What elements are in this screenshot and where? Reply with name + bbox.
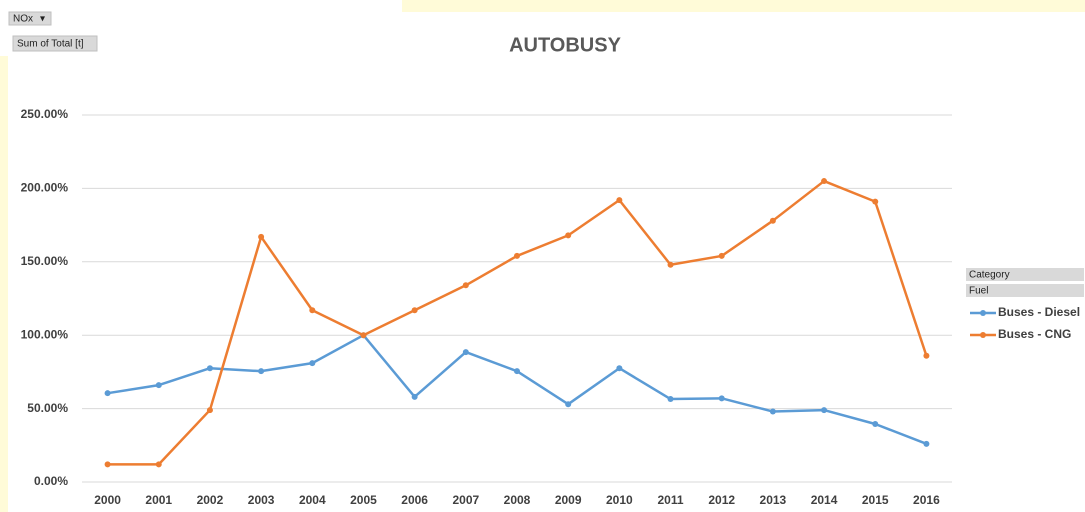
data-point: [667, 261, 674, 268]
data-point: [616, 197, 623, 204]
x-tick-label: 2002: [197, 493, 224, 507]
legend-marker: [980, 332, 986, 338]
data-point: [104, 461, 111, 468]
legend-field-button[interactable]: Fuel: [966, 284, 1084, 297]
sheet-cell-area: [0, 56, 8, 512]
legend-label: Buses - Diesel: [998, 305, 1080, 319]
x-tick-label: 2005: [350, 493, 377, 507]
data-point: [309, 307, 316, 314]
data-point: [155, 382, 162, 389]
legend-label: Buses - CNG: [998, 327, 1071, 341]
data-point: [923, 352, 930, 359]
values-button[interactable]: Sum of Total [t]: [12, 35, 98, 52]
data-point: [206, 365, 213, 372]
legend-marker: [980, 310, 986, 316]
x-tick-label: 2007: [452, 493, 479, 507]
x-tick-label: 2010: [606, 493, 633, 507]
x-tick-label: 2012: [708, 493, 735, 507]
data-point: [104, 390, 111, 397]
y-tick-label: 50.00%: [27, 401, 68, 415]
data-point: [667, 396, 674, 403]
data-point: [206, 407, 213, 414]
x-tick-label: 2009: [555, 493, 582, 507]
data-point: [514, 252, 520, 259]
x-tick-label: 2001: [145, 493, 172, 507]
y-tick-label: 0.00%: [34, 474, 68, 488]
data-point: [309, 360, 316, 367]
values-label[interactable]: Sum of Total [t]: [17, 39, 84, 50]
data-point: [821, 178, 828, 185]
data-point: [155, 461, 162, 468]
data-point: [769, 408, 776, 415]
y-tick-label: 250.00%: [21, 107, 69, 121]
data-point: [872, 421, 879, 428]
x-tick-label: 2004: [299, 493, 326, 507]
filter-label[interactable]: NOx: [13, 14, 33, 25]
data-point: [360, 332, 367, 339]
x-tick-label: 2006: [401, 493, 428, 507]
x-tick-label: 2013: [760, 493, 787, 507]
legend-field-label[interactable]: Fuel: [969, 286, 988, 297]
data-point: [462, 282, 469, 289]
data-point: [462, 349, 469, 356]
data-point: [718, 252, 725, 259]
y-tick-label: 150.00%: [21, 254, 69, 268]
x-tick-label: 2014: [811, 493, 838, 507]
data-point: [411, 307, 418, 314]
y-tick-label: 200.00%: [21, 181, 69, 195]
x-tick-label: 2003: [248, 493, 275, 507]
legend-field-label[interactable]: Category: [969, 270, 1010, 281]
data-point: [769, 217, 776, 224]
data-point: [258, 233, 265, 240]
data-point: [872, 198, 879, 205]
x-tick-label: 2016: [913, 493, 940, 507]
x-tick-label: 2000: [94, 493, 121, 507]
filter-button[interactable]: NOx ▾: [8, 11, 52, 26]
x-tick-label: 2011: [658, 493, 684, 507]
data-point: [258, 368, 265, 375]
chart-title: AUTOBUSY: [509, 34, 622, 56]
data-point: [718, 395, 725, 402]
data-point: [411, 393, 418, 400]
dropdown-arrow[interactable]: ▾: [40, 14, 45, 25]
x-tick-label: 2015: [862, 493, 889, 507]
data-point: [616, 365, 623, 372]
data-point: [821, 407, 828, 414]
data-point: [565, 401, 572, 408]
sheet-cell-area: [402, 0, 1085, 12]
data-point: [514, 368, 520, 375]
x-tick-label: 2008: [504, 493, 531, 507]
legend-field-button[interactable]: Category: [966, 268, 1084, 281]
y-tick-label: 100.00%: [21, 327, 69, 341]
data-point: [923, 440, 930, 447]
data-point: [565, 232, 572, 239]
